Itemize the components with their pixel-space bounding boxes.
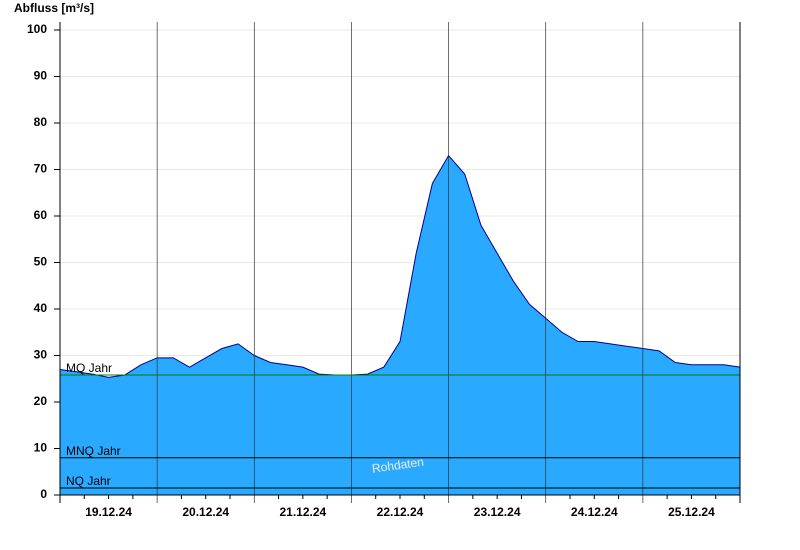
reference-label: MNQ Jahr xyxy=(66,444,121,458)
y-tick-label: 100 xyxy=(27,22,47,36)
y-tick-label: 20 xyxy=(34,394,48,408)
y-tick-label: 50 xyxy=(34,255,48,269)
y-tick-label: 90 xyxy=(34,69,48,83)
line xyxy=(59,154,741,378)
y-tick-label: 70 xyxy=(34,162,48,176)
x-tick-label: 21.12.24 xyxy=(279,505,326,519)
chart-title: Abfluss [m³/s] xyxy=(14,1,94,15)
x-tick-label: 24.12.24 xyxy=(571,505,618,519)
y-tick-label: 60 xyxy=(34,208,48,222)
x-tick-label: 23.12.24 xyxy=(474,505,521,519)
x-tick-label: 22.12.24 xyxy=(377,505,424,519)
x-tick-label: 25.12.24 xyxy=(668,505,715,519)
y-tick-label: 0 xyxy=(40,487,47,501)
y-tick-label: 30 xyxy=(34,348,48,362)
x-tick-label: 20.12.24 xyxy=(182,505,229,519)
reference-label: MQ Jahr xyxy=(66,361,112,375)
y-tick-label: 10 xyxy=(34,441,48,455)
reference-label: NQ Jahr xyxy=(66,474,111,488)
y-tick-label: 80 xyxy=(34,115,48,129)
y-tick-label: 40 xyxy=(34,301,48,315)
x-tick-label: 19.12.24 xyxy=(85,505,132,519)
area xyxy=(60,155,740,496)
